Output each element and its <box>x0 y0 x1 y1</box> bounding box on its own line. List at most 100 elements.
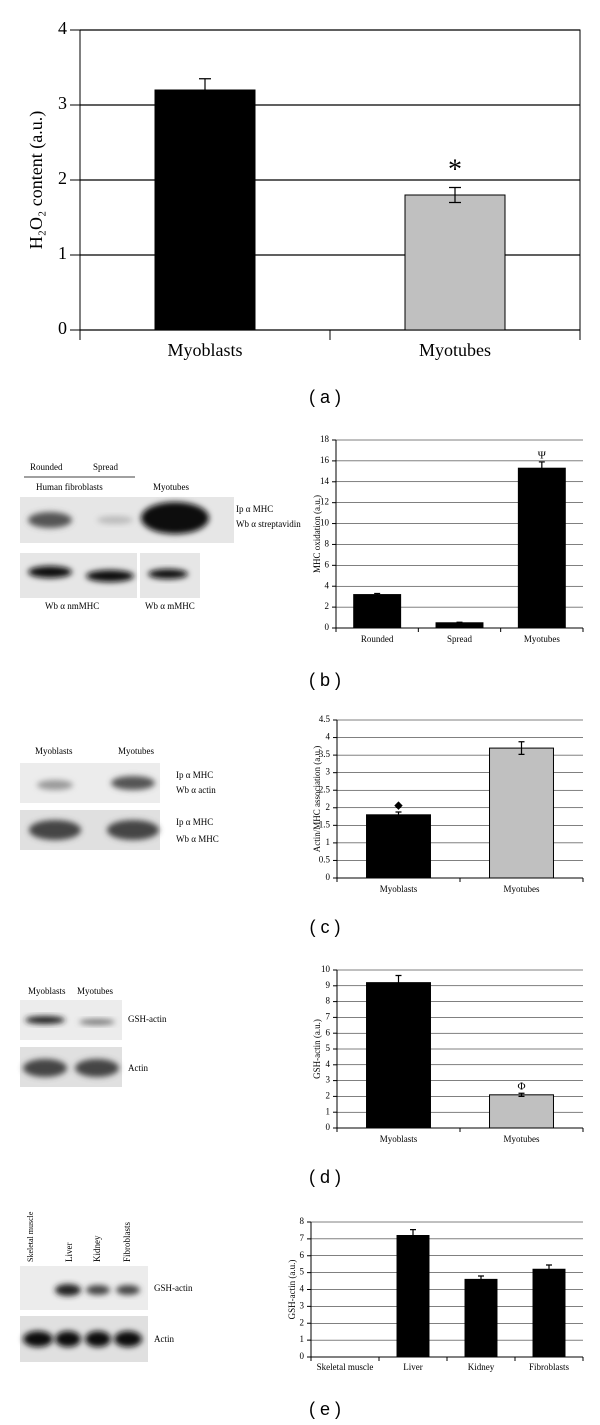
lane-label: Rounded <box>30 462 63 472</box>
y-tick-label: 7 <box>326 1011 331 1021</box>
band <box>86 1285 110 1295</box>
y-tick-label: 0 <box>300 1351 305 1361</box>
bar <box>154 89 256 331</box>
y-axis-label: Actin/MHC association (a.u.) <box>312 746 322 852</box>
bar <box>489 1094 554 1129</box>
bar <box>404 194 506 331</box>
annotation: Φ <box>517 1081 525 1093</box>
band <box>28 512 72 528</box>
error-bar <box>478 1275 484 1284</box>
x-tick-label: Myoblasts <box>380 884 418 894</box>
y-tick-label: 2 <box>325 601 330 611</box>
y-tick-label: 0 <box>326 872 331 882</box>
probe-label: GSH-actin <box>128 1014 167 1024</box>
probe-label: Wb α streptavidin <box>236 519 301 529</box>
bar <box>396 1235 430 1358</box>
y-tick-label: 0 <box>58 318 67 338</box>
error-bar <box>518 1092 525 1097</box>
x-tick-label: Fibroblasts <box>529 1362 570 1372</box>
band <box>85 1331 111 1347</box>
annotation: ◆ <box>394 799 403 811</box>
y-tick-label: 5 <box>326 1043 331 1053</box>
y-tick-label: 1.5 <box>319 819 331 829</box>
lane-label: Myotubes <box>153 482 189 492</box>
x-tick-label: Myotubes <box>419 340 491 360</box>
bar <box>353 594 402 629</box>
y-tick-label: 6 <box>326 1027 331 1037</box>
band <box>55 1284 81 1296</box>
y-axis-label: H₂O₂ content (a.u.) <box>26 111 47 250</box>
band <box>111 776 155 790</box>
blot-c: Myoblasts Myotubes Ip α MHC Wb α actin I… <box>20 746 219 850</box>
y-tick-label: 4 <box>326 1059 331 1069</box>
blot-e: Skeletal muscle Liver Kidney Fibroblasts… <box>20 1211 193 1362</box>
y-tick-label: 6 <box>325 559 330 569</box>
probe-label: Wb α MHC <box>176 834 219 844</box>
bar <box>517 467 566 629</box>
y-tick-label: 3.5 <box>319 749 331 759</box>
band <box>23 1059 67 1077</box>
y-tick-label: 10 <box>321 964 331 974</box>
panel-label: ( b ) <box>309 670 341 690</box>
y-tick-label: 0.5 <box>319 855 331 865</box>
y-tick-label: 3 <box>326 1075 331 1085</box>
y-tick-label: 1 <box>326 837 331 847</box>
error-bar <box>395 974 402 991</box>
y-axis-label: GSH-actin (a.u.) <box>287 1260 297 1320</box>
lane-label: Kidney <box>92 1235 102 1262</box>
lane-label: Liver <box>64 1243 74 1263</box>
lane-label: Myoblasts <box>35 746 73 756</box>
y-tick-label: 18 <box>320 434 330 444</box>
y-tick-label: 16 <box>320 455 330 465</box>
bar <box>366 814 431 879</box>
y-tick-label: 3 <box>58 93 67 113</box>
lane-label: Fibroblasts <box>122 1221 132 1262</box>
error-bar <box>410 1228 416 1243</box>
probe-label: Actin <box>154 1334 174 1344</box>
lane-label: Myoblasts <box>28 986 66 996</box>
y-tick-label: 7 <box>300 1233 305 1243</box>
x-tick-label: Spread <box>447 634 472 644</box>
x-tick-label: Skeletal muscle <box>317 1362 374 1372</box>
x-tick-label: Myotubes <box>504 884 540 894</box>
y-tick-label: 6 <box>300 1250 305 1260</box>
probe-label: Wb α nmMHC <box>45 601 99 611</box>
band <box>116 1285 140 1295</box>
blot-d: Myoblasts Myotubes GSH-actin Actin <box>20 986 167 1087</box>
y-tick-label: 1 <box>300 1334 305 1344</box>
y-tick-label: 2 <box>300 1317 305 1327</box>
probe-label: Actin <box>128 1063 148 1073</box>
probe-label: Ip α MHC <box>176 770 213 780</box>
y-tick-label: 9 <box>326 980 331 990</box>
error-bar <box>538 461 545 476</box>
y-tick-label: 4 <box>300 1284 305 1294</box>
band <box>37 780 73 790</box>
error-bar <box>456 621 463 624</box>
probe-label: Wb α actin <box>176 785 216 795</box>
panel-label: ( d ) <box>309 1167 341 1187</box>
band <box>107 820 159 840</box>
lane-label: Myotubes <box>77 986 113 996</box>
error-bar <box>518 741 525 756</box>
error-bar <box>199 78 211 102</box>
probe-label: Ip α MHC <box>176 817 213 827</box>
error-bar <box>395 811 402 819</box>
probe-label: Ip α MHC <box>236 504 273 514</box>
y-axis-label: GSH-actin (a.u.) <box>312 1019 322 1079</box>
band <box>114 1331 142 1347</box>
band <box>23 1331 53 1347</box>
group-label: Human fibroblasts <box>36 482 103 492</box>
blot-b: Rounded Spread Human fibroblasts Myotube… <box>20 462 301 611</box>
panel-label: ( c ) <box>310 917 341 937</box>
band <box>97 516 133 524</box>
y-tick-label: 12 <box>320 497 329 507</box>
y-tick-label: 2 <box>326 1090 331 1100</box>
lane-label: Skeletal muscle <box>26 1211 35 1262</box>
y-tick-label: 4 <box>58 18 67 38</box>
y-tick-label: 3 <box>300 1300 305 1310</box>
bar <box>532 1268 566 1358</box>
bar <box>464 1278 498 1358</box>
y-tick-label: 2 <box>326 802 331 812</box>
x-tick-label: Rounded <box>361 634 394 644</box>
